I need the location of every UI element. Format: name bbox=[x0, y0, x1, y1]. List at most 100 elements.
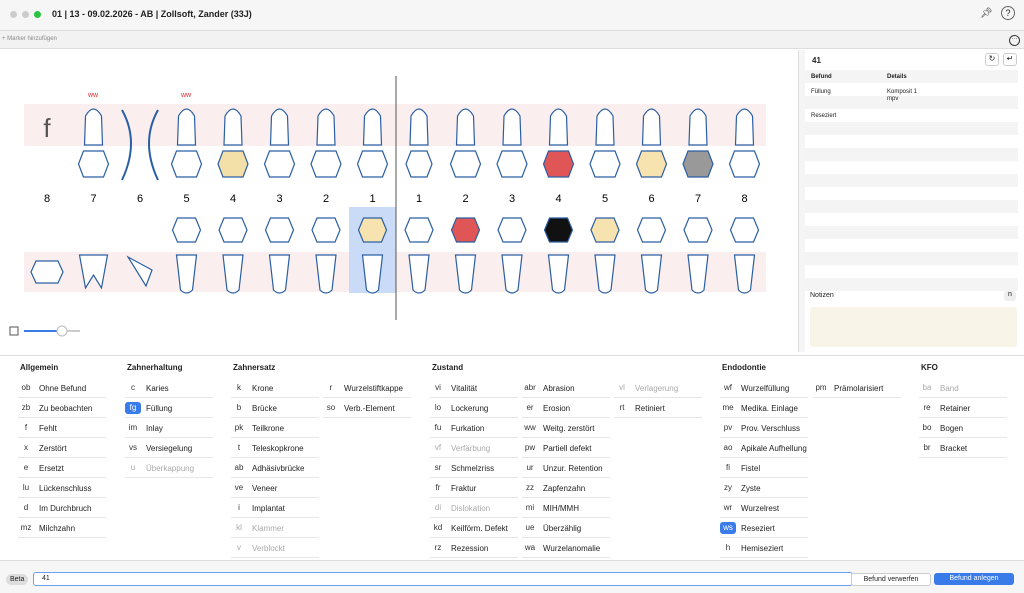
finding-item[interactable]: ob Ohne Befund bbox=[18, 379, 106, 398]
finding-item[interactable]: ur Unzur. Retention bbox=[522, 459, 610, 478]
zoom-button[interactable] bbox=[34, 11, 41, 18]
refresh-button[interactable]: ↻ bbox=[985, 53, 999, 66]
notes-field[interactable] bbox=[810, 307, 1017, 347]
finding-item[interactable]: so Verb.-Element bbox=[323, 399, 411, 418]
finding-item[interactable]: ba Band bbox=[919, 379, 1007, 398]
tooth-root bbox=[687, 254, 709, 294]
finding-item[interactable]: mz Milchzahn bbox=[18, 519, 106, 538]
finding-label: Vitalität bbox=[451, 383, 478, 393]
finding-item[interactable]: er Erosion bbox=[522, 399, 610, 418]
finding-item[interactable]: d Im Durchbruch bbox=[18, 499, 106, 518]
finding-item[interactable]: pk Teilkrone bbox=[231, 419, 319, 438]
finding-item[interactable]: wa Wurzelanomalie bbox=[522, 539, 610, 558]
tooth-root bbox=[454, 254, 477, 294]
tooth-occlusal bbox=[310, 150, 342, 178]
minimize-button[interactable] bbox=[22, 11, 29, 18]
table-row bbox=[805, 122, 1018, 135]
tooth-crown bbox=[455, 108, 476, 146]
finding-item[interactable]: zy Zyste bbox=[720, 479, 808, 498]
finding-item[interactable]: im Inlay bbox=[125, 419, 213, 438]
tooth-occlusal bbox=[77, 150, 110, 178]
finding-label: Veneer bbox=[252, 483, 278, 493]
finding-item[interactable]: vs Versiegelung bbox=[125, 439, 213, 458]
help-button[interactable]: ? bbox=[1001, 6, 1015, 20]
shortcut-code: k bbox=[237, 383, 241, 392]
tooth-crown bbox=[502, 108, 522, 146]
finding-item[interactable]: rz Rezession bbox=[430, 539, 518, 558]
finding-item[interactable]: kd Keilförm. Defekt bbox=[430, 519, 518, 538]
shortcut-code: pk bbox=[234, 423, 244, 432]
finding-item[interactable]: h Hemiseziert bbox=[720, 539, 808, 558]
zoom-knob[interactable] bbox=[56, 325, 68, 337]
pin-icon[interactable]: 📌︎ bbox=[980, 8, 993, 19]
finding-label: Zu beobachten bbox=[39, 403, 93, 413]
finding-label: Verb.-Element bbox=[344, 403, 395, 413]
finding-item[interactable]: sr Schmelzriss bbox=[430, 459, 518, 478]
table-row bbox=[805, 83, 1018, 96]
finding-item[interactable]: c Karies bbox=[125, 379, 213, 398]
table-row bbox=[805, 252, 1018, 265]
finding-item[interactable]: zz Zapfenzahn bbox=[522, 479, 610, 498]
create-button[interactable]: Befund anlegen bbox=[934, 573, 1014, 585]
finding-item[interactable]: vf Verfärbung bbox=[430, 439, 518, 458]
finding-item[interactable]: ww Weitg. zerstört bbox=[522, 419, 610, 438]
finding-item[interactable]: lo Lockerung bbox=[430, 399, 518, 418]
command-input[interactable]: 41 bbox=[33, 572, 853, 586]
finding-item[interactable]: pw Partiell defekt bbox=[522, 439, 610, 458]
table-header: Befund bbox=[811, 74, 832, 80]
finding-item[interactable]: pm Prämolarisiert bbox=[813, 379, 901, 398]
finding-item[interactable]: i Implantat bbox=[231, 499, 319, 518]
close-button[interactable] bbox=[10, 11, 17, 18]
finding-item[interactable]: wf Wurzelfüllung bbox=[720, 379, 808, 398]
finding-item[interactable]: e Ersetzt bbox=[18, 459, 106, 478]
fit-button[interactable] bbox=[9, 326, 19, 336]
finding-item[interactable]: vl Verlagerung bbox=[614, 379, 702, 398]
enter-button[interactable]: ↵ bbox=[1003, 53, 1017, 66]
finding-item[interactable]: bo Bogen bbox=[919, 419, 1007, 438]
tooth-root bbox=[361, 254, 384, 294]
finding-item[interactable]: ws Reseziert bbox=[720, 519, 808, 538]
finding-item[interactable]: re Retainer bbox=[919, 399, 1007, 418]
finding-item[interactable]: fg Füllung bbox=[125, 399, 213, 418]
finding-item[interactable]: b Brücke bbox=[231, 399, 319, 418]
finding-item[interactable]: rt Retiniert bbox=[614, 399, 702, 418]
shortcut-code: sr bbox=[434, 463, 442, 472]
finding-item[interactable]: kl Klammer bbox=[231, 519, 319, 538]
discard-button[interactable]: Befund verwerfen bbox=[851, 573, 931, 586]
finding-label: Überkappung bbox=[146, 463, 195, 473]
finding-item[interactable]: zb Zu beobachten bbox=[18, 399, 106, 418]
shortcut-code: ws bbox=[720, 522, 736, 534]
tooth-root bbox=[733, 254, 756, 294]
finding-item[interactable]: k Krone bbox=[231, 379, 319, 398]
more-button[interactable]: ··· bbox=[1009, 35, 1020, 46]
finding-item[interactable]: pv Prov. Verschluss bbox=[720, 419, 808, 438]
finding-item[interactable]: t Teleskopkrone bbox=[231, 439, 319, 458]
finding-label: Keilförm. Defekt bbox=[451, 523, 508, 533]
finding-item[interactable]: br Bracket bbox=[919, 439, 1007, 458]
finding-item[interactable]: me Medika. Einlage bbox=[720, 399, 808, 418]
finding-item[interactable]: f Fehlt bbox=[18, 419, 106, 438]
splitter[interactable] bbox=[798, 50, 805, 352]
finding-item[interactable]: fi Fistel bbox=[720, 459, 808, 478]
finding-item[interactable]: abr Abrasion bbox=[522, 379, 610, 398]
finding-item[interactable]: ao Apikale Aufhellung bbox=[720, 439, 808, 458]
finding-item[interactable]: fr Fraktur bbox=[430, 479, 518, 498]
finding-item[interactable]: fu Furkation bbox=[430, 419, 518, 438]
tooth-occlusal bbox=[728, 150, 761, 178]
finding-item[interactable]: mi MIH/MMH bbox=[522, 499, 610, 518]
finding-item[interactable]: wr Wurzelrest bbox=[720, 499, 808, 518]
shortcut-code: di bbox=[434, 503, 442, 512]
finding-item[interactable]: ve Veneer bbox=[231, 479, 319, 498]
finding-item[interactable]: u Überkappung bbox=[125, 459, 213, 478]
finding-item[interactable]: lu Lückenschluss bbox=[18, 479, 106, 498]
finding-item[interactable]: vi Vitalität bbox=[430, 379, 518, 398]
finding-item[interactable]: v Verblockt bbox=[231, 539, 319, 558]
finding-item[interactable]: di Dislokation bbox=[430, 499, 518, 518]
toolbar bbox=[0, 31, 1024, 49]
add-marker[interactable]: + Marker hinzufügen bbox=[2, 36, 57, 42]
finding-item[interactable]: r Wurzelstiftkappe bbox=[323, 379, 411, 398]
finding-item[interactable]: ab Adhäsivbrücke bbox=[231, 459, 319, 478]
finding-item[interactable]: ue Überzählig bbox=[522, 519, 610, 538]
finding-item[interactable]: x Zerstört bbox=[18, 439, 106, 458]
shortcut-code: wr bbox=[723, 503, 733, 512]
